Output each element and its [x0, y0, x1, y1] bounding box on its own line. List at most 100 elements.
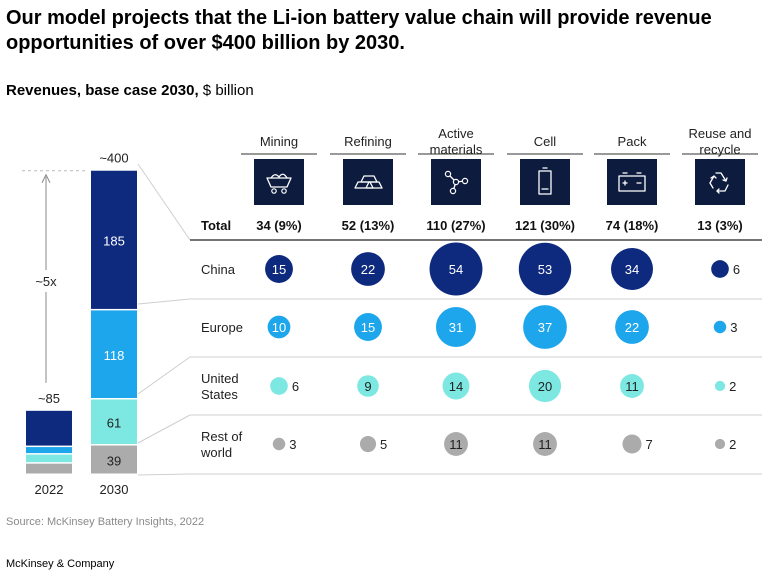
bar-value-label: 61 — [107, 416, 121, 431]
bar-category-label: 2030 — [100, 482, 129, 497]
icon-tile — [695, 159, 745, 205]
bubble-value: 11 — [538, 437, 552, 452]
bubble-us — [357, 375, 379, 397]
page-title: Our model projects that the Li-ion batte… — [6, 7, 712, 54]
bubble-row — [444, 432, 468, 456]
bar-segment-2022-europe — [26, 447, 72, 454]
column-header: Refining — [344, 134, 392, 149]
molecule-atom — [444, 170, 452, 178]
bubble-europe — [267, 315, 291, 339]
row-label-europe: Europe — [201, 320, 243, 335]
bubble-value: 15 — [361, 320, 375, 335]
bar-total-label: ~400 — [99, 151, 128, 166]
column-total: 52 (13%) — [342, 218, 395, 233]
bubble-value: 53 — [538, 262, 552, 277]
bubble-china — [518, 242, 572, 296]
bubble-china — [611, 248, 653, 290]
pack-signs — [622, 180, 642, 186]
bar-segment-2022-row — [26, 463, 72, 474]
battery-cell-icon — [520, 159, 570, 205]
growth-label-bg — [30, 270, 62, 292]
bubble-value: 6 — [733, 262, 740, 277]
bubble-value: 22 — [625, 320, 639, 335]
bubble-value: 15 — [272, 262, 286, 277]
segment-connector — [137, 414, 191, 444]
bubble-row — [714, 438, 726, 450]
row-label-china: China — [201, 262, 236, 277]
bubble-value: 54 — [449, 262, 463, 277]
bubble-china — [351, 252, 385, 286]
bubble-europe — [713, 320, 727, 334]
bubble-us — [270, 377, 288, 395]
source-note: Source: McKinsey Battery Insights, 2022 — [6, 516, 205, 528]
bubble-value: 20 — [538, 379, 552, 394]
bubble-china — [429, 242, 483, 296]
bar-category-label: 2022 — [35, 482, 64, 497]
growth-label: ~5x — [35, 274, 57, 289]
icon-tile — [520, 159, 570, 205]
recycle-heads — [710, 175, 728, 194]
segment-connector — [137, 298, 191, 305]
bubble-value: 2 — [729, 437, 736, 452]
bubble-value: 2 — [729, 379, 736, 394]
chart-subtitle: Revenues, base case 2030, $ billion — [6, 82, 254, 99]
bubble-value: 7 — [646, 437, 653, 452]
icon-tile — [607, 159, 657, 205]
subtitle-unit: $ billion — [198, 82, 254, 99]
bubble-us — [528, 369, 562, 403]
bubble-europe — [354, 313, 382, 341]
molecule-atom — [452, 178, 460, 186]
column-header: Pack — [618, 134, 647, 149]
column-total: 110 (27%) — [426, 218, 485, 233]
bubble-value: 6 — [292, 379, 299, 394]
bubble-china — [711, 260, 729, 278]
row-label-us: United States — [201, 371, 239, 402]
bubble-value: 37 — [538, 320, 552, 335]
bubble-us — [714, 380, 726, 392]
segment-connector — [137, 356, 191, 395]
recycle-icon — [695, 159, 745, 205]
cart-wheel — [271, 188, 277, 194]
bubble-value: 31 — [449, 320, 463, 335]
subtitle-bold: Revenues, base case 2030, — [6, 82, 199, 99]
bar-segment-2030-us — [91, 399, 137, 445]
molecule-atom — [461, 177, 469, 185]
column-total: 13 (3%) — [697, 218, 743, 233]
bar-total-label: ~85 — [38, 391, 60, 406]
bar-segment-2030-row — [91, 445, 137, 474]
column-header: Cell — [534, 134, 557, 149]
bubble-value: 14 — [449, 379, 463, 394]
refining-bars-icon — [343, 159, 393, 205]
bubble-value: 10 — [272, 320, 286, 335]
pack-body — [618, 175, 646, 192]
bubble-us — [442, 372, 470, 400]
cart-ore — [270, 173, 288, 179]
total-row-label: Total — [201, 218, 231, 233]
bubble-row — [359, 435, 377, 453]
bar-segment-2022-china — [26, 410, 72, 446]
cart-body — [266, 177, 292, 188]
bar-segment-2030-europe — [91, 310, 137, 398]
bubble-value: 11 — [625, 379, 639, 394]
bar-value-label: 185 — [103, 234, 125, 249]
column-total: 121 (30%) — [515, 218, 575, 233]
bubble-value: 34 — [625, 262, 639, 277]
icon-tile — [254, 159, 304, 205]
cart-wheel — [281, 188, 287, 194]
bubble-value: 9 — [364, 379, 371, 394]
column-total: 34 (9%) — [256, 218, 302, 233]
brand-label: McKinsey & Company — [6, 558, 115, 570]
recycle-arrows — [709, 172, 729, 192]
bubble-europe — [435, 306, 477, 348]
bubble-china — [265, 255, 293, 283]
molecule-icon — [431, 159, 481, 205]
segment-connector — [137, 163, 191, 241]
bubble-value: 11 — [449, 437, 463, 452]
segment-connector — [137, 473, 191, 476]
column-total: 74 (18%) — [606, 218, 659, 233]
bubble-value: 5 — [380, 437, 387, 452]
ingot — [365, 181, 383, 189]
bubble-row — [622, 434, 642, 454]
bar-segment-2022-us — [26, 454, 72, 463]
